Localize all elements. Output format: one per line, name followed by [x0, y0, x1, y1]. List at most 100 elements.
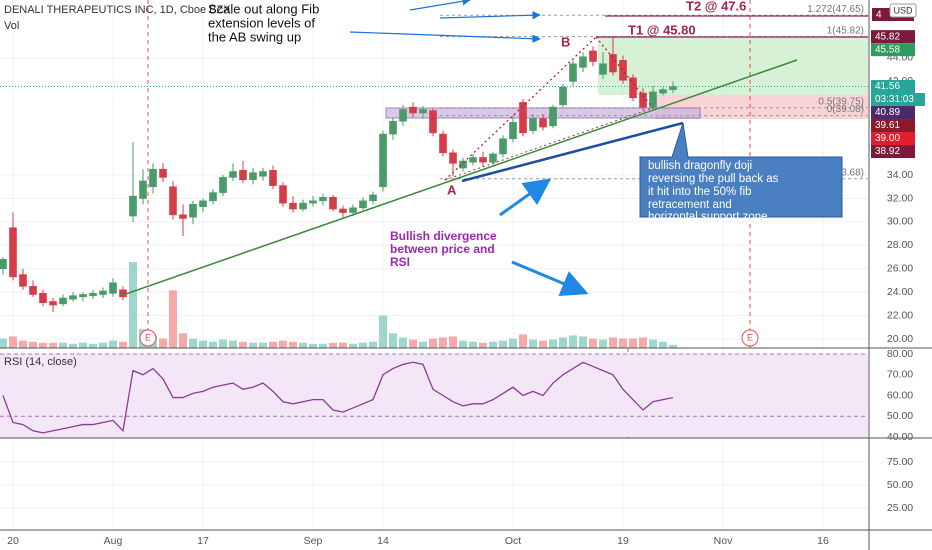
- volume-label: Vol: [4, 20, 19, 32]
- volume-bar: [479, 342, 487, 348]
- y-tick-label: 20.00: [887, 333, 913, 345]
- callout-text: retracement and: [648, 199, 732, 211]
- x-tick-label: 19: [617, 535, 629, 547]
- price-tag-label: 39.61: [875, 120, 900, 131]
- price-tag-label: 40.89: [875, 107, 900, 118]
- candle-body: [399, 109, 407, 122]
- volume-bar: [569, 335, 577, 348]
- volume-bar: [469, 341, 477, 348]
- price-tag-label: 38.92: [875, 146, 900, 157]
- volume-bar: [269, 341, 277, 348]
- price-tag-label: 45.82: [875, 31, 900, 42]
- candle-body: [549, 106, 557, 127]
- candle-body: [469, 157, 477, 163]
- y-tick-label: 40.00: [887, 431, 913, 443]
- y-tick-label: 80.00: [887, 348, 913, 360]
- rsi-pane: [0, 353, 868, 438]
- axes: 20Aug17Sep14Oct19Nov1644.0042.0034.0032.…: [7, 30, 925, 547]
- volume-bar: [429, 338, 437, 348]
- volume-bar: [349, 343, 357, 348]
- x-tick-label: Oct: [505, 535, 521, 547]
- annotation: Scale out along Fib: [208, 1, 319, 16]
- volume-bar: [319, 343, 327, 348]
- candle-body: [369, 194, 377, 202]
- t1-label: T1 @ 45.80: [628, 22, 696, 37]
- volume: [0, 262, 677, 348]
- candle-body: [229, 171, 237, 178]
- x-tick-label: 16: [817, 535, 829, 547]
- candle-body: [629, 77, 637, 99]
- arrow: [499, 178, 552, 217]
- y-tick-label: 50.00: [887, 479, 913, 491]
- candle-body: [0, 259, 7, 270]
- t2-label: T2 @ 47.6: [686, 0, 746, 13]
- x-tick-label: Aug: [104, 535, 123, 547]
- volume-bar: [379, 315, 387, 348]
- candle-body: [209, 192, 217, 202]
- point-label: A: [447, 182, 457, 197]
- volume-bar: [579, 336, 587, 348]
- volume-bar: [589, 338, 597, 348]
- candle-body: [539, 118, 547, 128]
- fib-label: 1(45.82): [827, 25, 864, 36]
- candle-body: [19, 274, 27, 287]
- blue-line: [461, 121, 684, 183]
- volume-bar: [209, 341, 217, 348]
- candle-body: [89, 293, 97, 296]
- candle-body: [439, 133, 447, 154]
- candle-body: [589, 50, 597, 62]
- candle-body: [319, 197, 327, 202]
- callout-box: [639, 122, 843, 218]
- volume-bar: [649, 339, 657, 348]
- candle-body: [409, 106, 417, 114]
- volume-bar: [79, 342, 87, 348]
- candle-body: [559, 86, 567, 106]
- volume-bar: [489, 341, 497, 348]
- volume-bar: [439, 337, 447, 348]
- arrow: [439, 11, 541, 20]
- price-tag: [871, 145, 915, 159]
- chart-title: DENALI THERAPEUTICS INC, 1D, Cboe BZX: [4, 4, 231, 16]
- currency-box[interactable]: [889, 3, 917, 18]
- candle-body: [579, 56, 587, 68]
- volume-bar: [169, 290, 177, 348]
- price-tag: [871, 30, 915, 44]
- earnings-marker[interactable]: [139, 329, 157, 347]
- volume-bar: [509, 338, 517, 348]
- candle-body: [59, 297, 67, 305]
- volume-bar: [219, 339, 227, 348]
- volume-bar: [339, 342, 347, 348]
- candle-body: [279, 185, 287, 204]
- y-tick-label: 32.00: [887, 192, 913, 204]
- price-tag-label: 39.00: [875, 133, 900, 144]
- volume-bar: [49, 342, 57, 348]
- rsi-line: [2, 361, 674, 434]
- earnings-label: E: [747, 332, 753, 342]
- candle-body: [199, 200, 207, 207]
- price-tag-label: 45.58: [875, 44, 900, 55]
- candle-body: [419, 109, 427, 114]
- y-tick-label: 25.00: [887, 502, 913, 514]
- candle-body: [619, 60, 627, 81]
- candles: [0, 36, 677, 313]
- candle-body: [519, 102, 527, 134]
- earnings-label: E: [145, 332, 151, 342]
- price-tag: [871, 80, 915, 94]
- candle-body: [609, 54, 617, 73]
- volume-bar: [539, 340, 547, 348]
- callout-text: bullish dragonfly doji: [648, 160, 752, 172]
- volume-bar: [299, 342, 307, 348]
- callout-text: reversing the pull back as: [648, 173, 779, 185]
- earnings-marker[interactable]: [741, 329, 759, 347]
- volume-bar: [9, 336, 17, 348]
- volume-bar: [559, 337, 567, 348]
- annotation: between price and: [390, 242, 495, 256]
- rsi-title: RSI (14, close): [4, 356, 77, 368]
- volume-bar: [599, 339, 607, 348]
- volume-bar: [419, 341, 427, 348]
- volume-bar: [0, 338, 7, 348]
- candle-body: [479, 157, 487, 163]
- candle-body: [429, 110, 437, 134]
- volume-bar: [59, 342, 67, 348]
